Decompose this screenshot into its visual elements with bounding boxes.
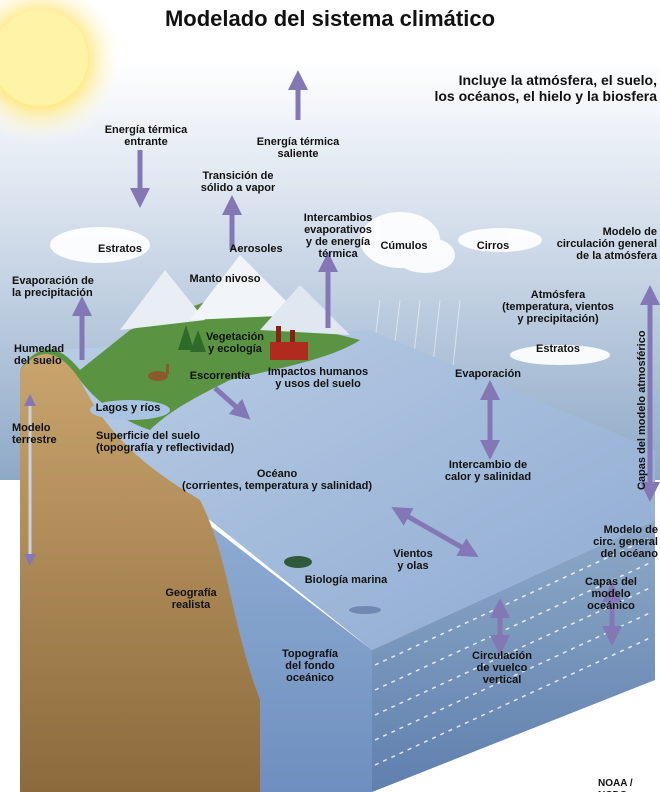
tree-icon — [178, 325, 206, 352]
page-title: Modelado del sistema climático — [164, 6, 496, 31]
shark-icon — [349, 606, 381, 614]
label-snowpack: Manto nivoso — [189, 273, 261, 285]
lake — [90, 400, 170, 420]
label-solid-to-vapor: Transición de sólido a vapor — [200, 170, 276, 194]
label-atm-model-layers: Capas del modelo atmosférico — [636, 330, 648, 490]
label-ocean: Océano (corrientes, temperatura y salini… — [181, 468, 373, 492]
label-strata-right: Estratos — [535, 343, 581, 355]
label-evaporation: Evaporación — [454, 368, 522, 380]
label-incoming-energy: Energía térmica entrante — [104, 124, 188, 148]
label-vegetation: Vegetación y ecología — [205, 331, 265, 355]
label-bottom-topography: Topografía del fondo oceánico — [281, 648, 338, 684]
label-cumulus: Cúmulos — [380, 240, 428, 252]
label-cirrus: Cirros — [476, 240, 510, 252]
label-outgoing-energy: Energía térmica saliente — [256, 136, 340, 160]
label-strata-left: Estratos — [97, 243, 143, 255]
ocean-surface — [60, 330, 655, 650]
factory-icon — [270, 326, 308, 360]
label-ocean-model-layers: Capas del modelo oceánico — [585, 576, 637, 612]
label-heat-salt-exchange: Intercambio de calor y salinidad — [444, 459, 532, 483]
sun-core — [0, 10, 88, 106]
label-precip-evap: Evaporación de la precipitación — [12, 275, 94, 299]
label-aerosols: Aerosoles — [229, 243, 283, 255]
snow-mountain-left — [120, 270, 205, 330]
subtitle: Incluye la atmósfera, el suelo, los océa… — [434, 72, 657, 104]
label-marine-biology: Biología marina — [304, 574, 388, 586]
label-atmosphere: Atmósfera (temperatura, vientos y precip… — [502, 289, 614, 325]
winds-waves-arrow — [391, 507, 479, 557]
land-vegetation-surface — [20, 300, 360, 430]
label-winds-waves: Vientos y olas — [393, 548, 433, 572]
label-ocean-gcm: Modelo de circ. general del océano — [593, 524, 658, 560]
credit-label: NOAA / NCDC — [598, 778, 633, 792]
label-atm-gcm: Modelo de circulación general de la atmó… — [556, 226, 657, 262]
clouds — [50, 212, 610, 365]
label-runoff: Escorrentía — [189, 370, 251, 382]
runoff-arrow — [213, 386, 251, 420]
land-cross-section — [20, 350, 260, 792]
deer-icon — [148, 364, 169, 381]
label-overturning: Circulación de vuelco vertical — [472, 650, 532, 686]
label-soil-moisture: Humedad del suelo — [14, 343, 65, 367]
flux-arrows — [24, 70, 660, 655]
label-land-model: Modelo terrestre — [12, 422, 57, 446]
ocean-block-right-face — [372, 520, 655, 792]
label-exchanges: Intercambios evaporativos y de energía t… — [303, 212, 373, 260]
label-lakes-rivers: Lagos y ríos — [95, 402, 161, 414]
sea-turtle-icon — [284, 556, 312, 568]
label-realistic-geography: Geografía realista — [165, 587, 217, 611]
snow-mountain-center — [190, 255, 300, 320]
label-human-impacts: Impactos humanos y usos del suelo — [267, 366, 369, 390]
label-land-surface: Superficie del suelo (topografía y refle… — [96, 430, 235, 454]
